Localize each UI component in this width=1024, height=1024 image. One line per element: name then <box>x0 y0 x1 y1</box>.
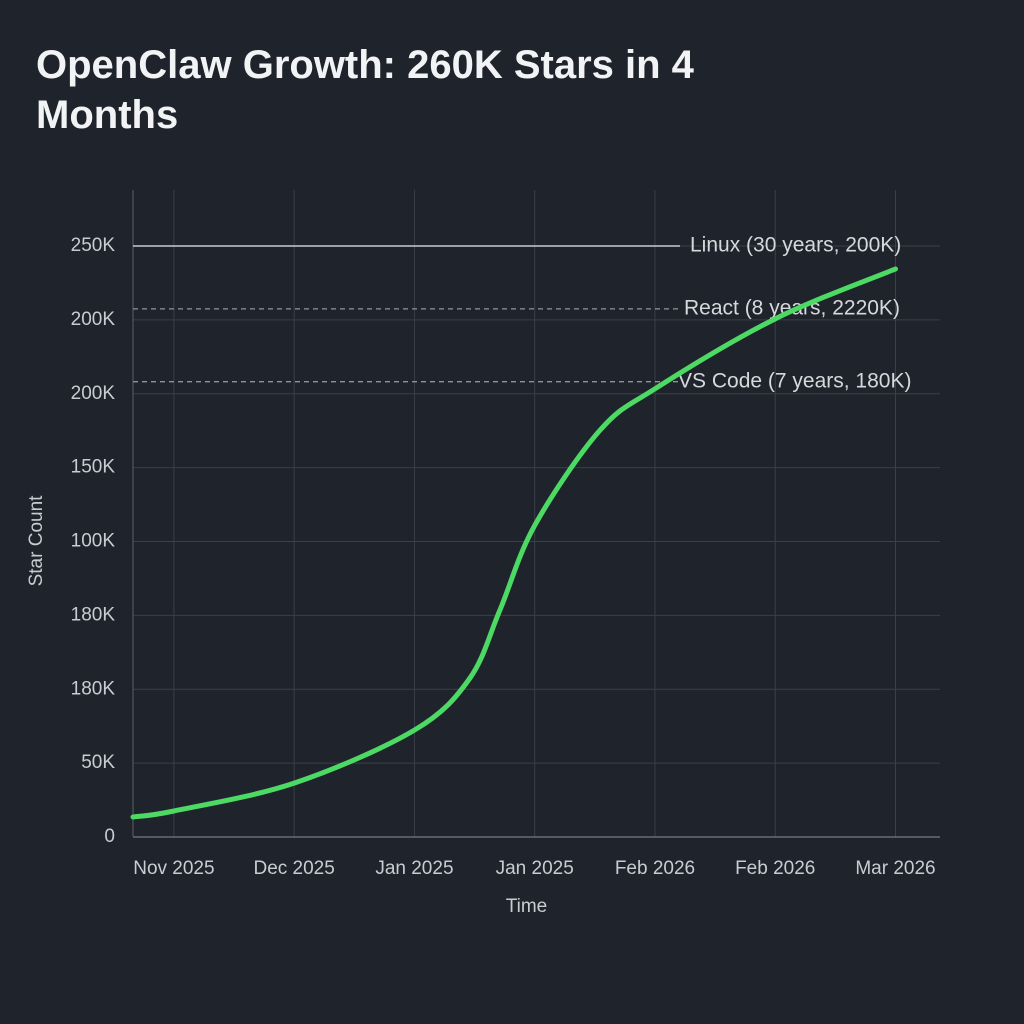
x-tick-label: Feb 2026 <box>615 858 695 879</box>
reference-label: VS Code (7 years, 180K) <box>678 369 911 392</box>
y-tick-label: 50K <box>81 752 115 773</box>
y-tick-label: 100K <box>71 531 116 552</box>
y-tick-label: 180K <box>71 678 116 699</box>
x-tick-label: Mar 2026 <box>855 858 935 879</box>
x-tick-label: Dec 2025 <box>253 858 334 879</box>
y-tick-label: 150K <box>71 457 116 478</box>
chart-title: OpenClaw Growth: 260K Stars in 4 Months <box>36 43 694 137</box>
x-axis-label: Time <box>506 896 548 917</box>
y-tick-label: 180K <box>71 604 116 625</box>
reference-label: Linux (30 years, 200K) <box>690 234 901 257</box>
y-tick-label: 200K <box>71 309 116 330</box>
y-axis-label: Star Count <box>26 495 47 587</box>
x-tick-label: Nov 2025 <box>133 858 214 879</box>
reference-label: React (8 years, 2220K) <box>684 296 900 319</box>
y-tick-label: 0 <box>104 826 115 847</box>
y-tick-label: 200K <box>71 383 116 404</box>
x-tick-label: Jan 2025 <box>496 858 574 879</box>
series-line <box>130 266 899 820</box>
y-tick-label: 250K <box>71 235 116 256</box>
x-tick-label: Feb 2026 <box>735 858 815 879</box>
x-tick-label: Jan 2025 <box>375 858 453 879</box>
